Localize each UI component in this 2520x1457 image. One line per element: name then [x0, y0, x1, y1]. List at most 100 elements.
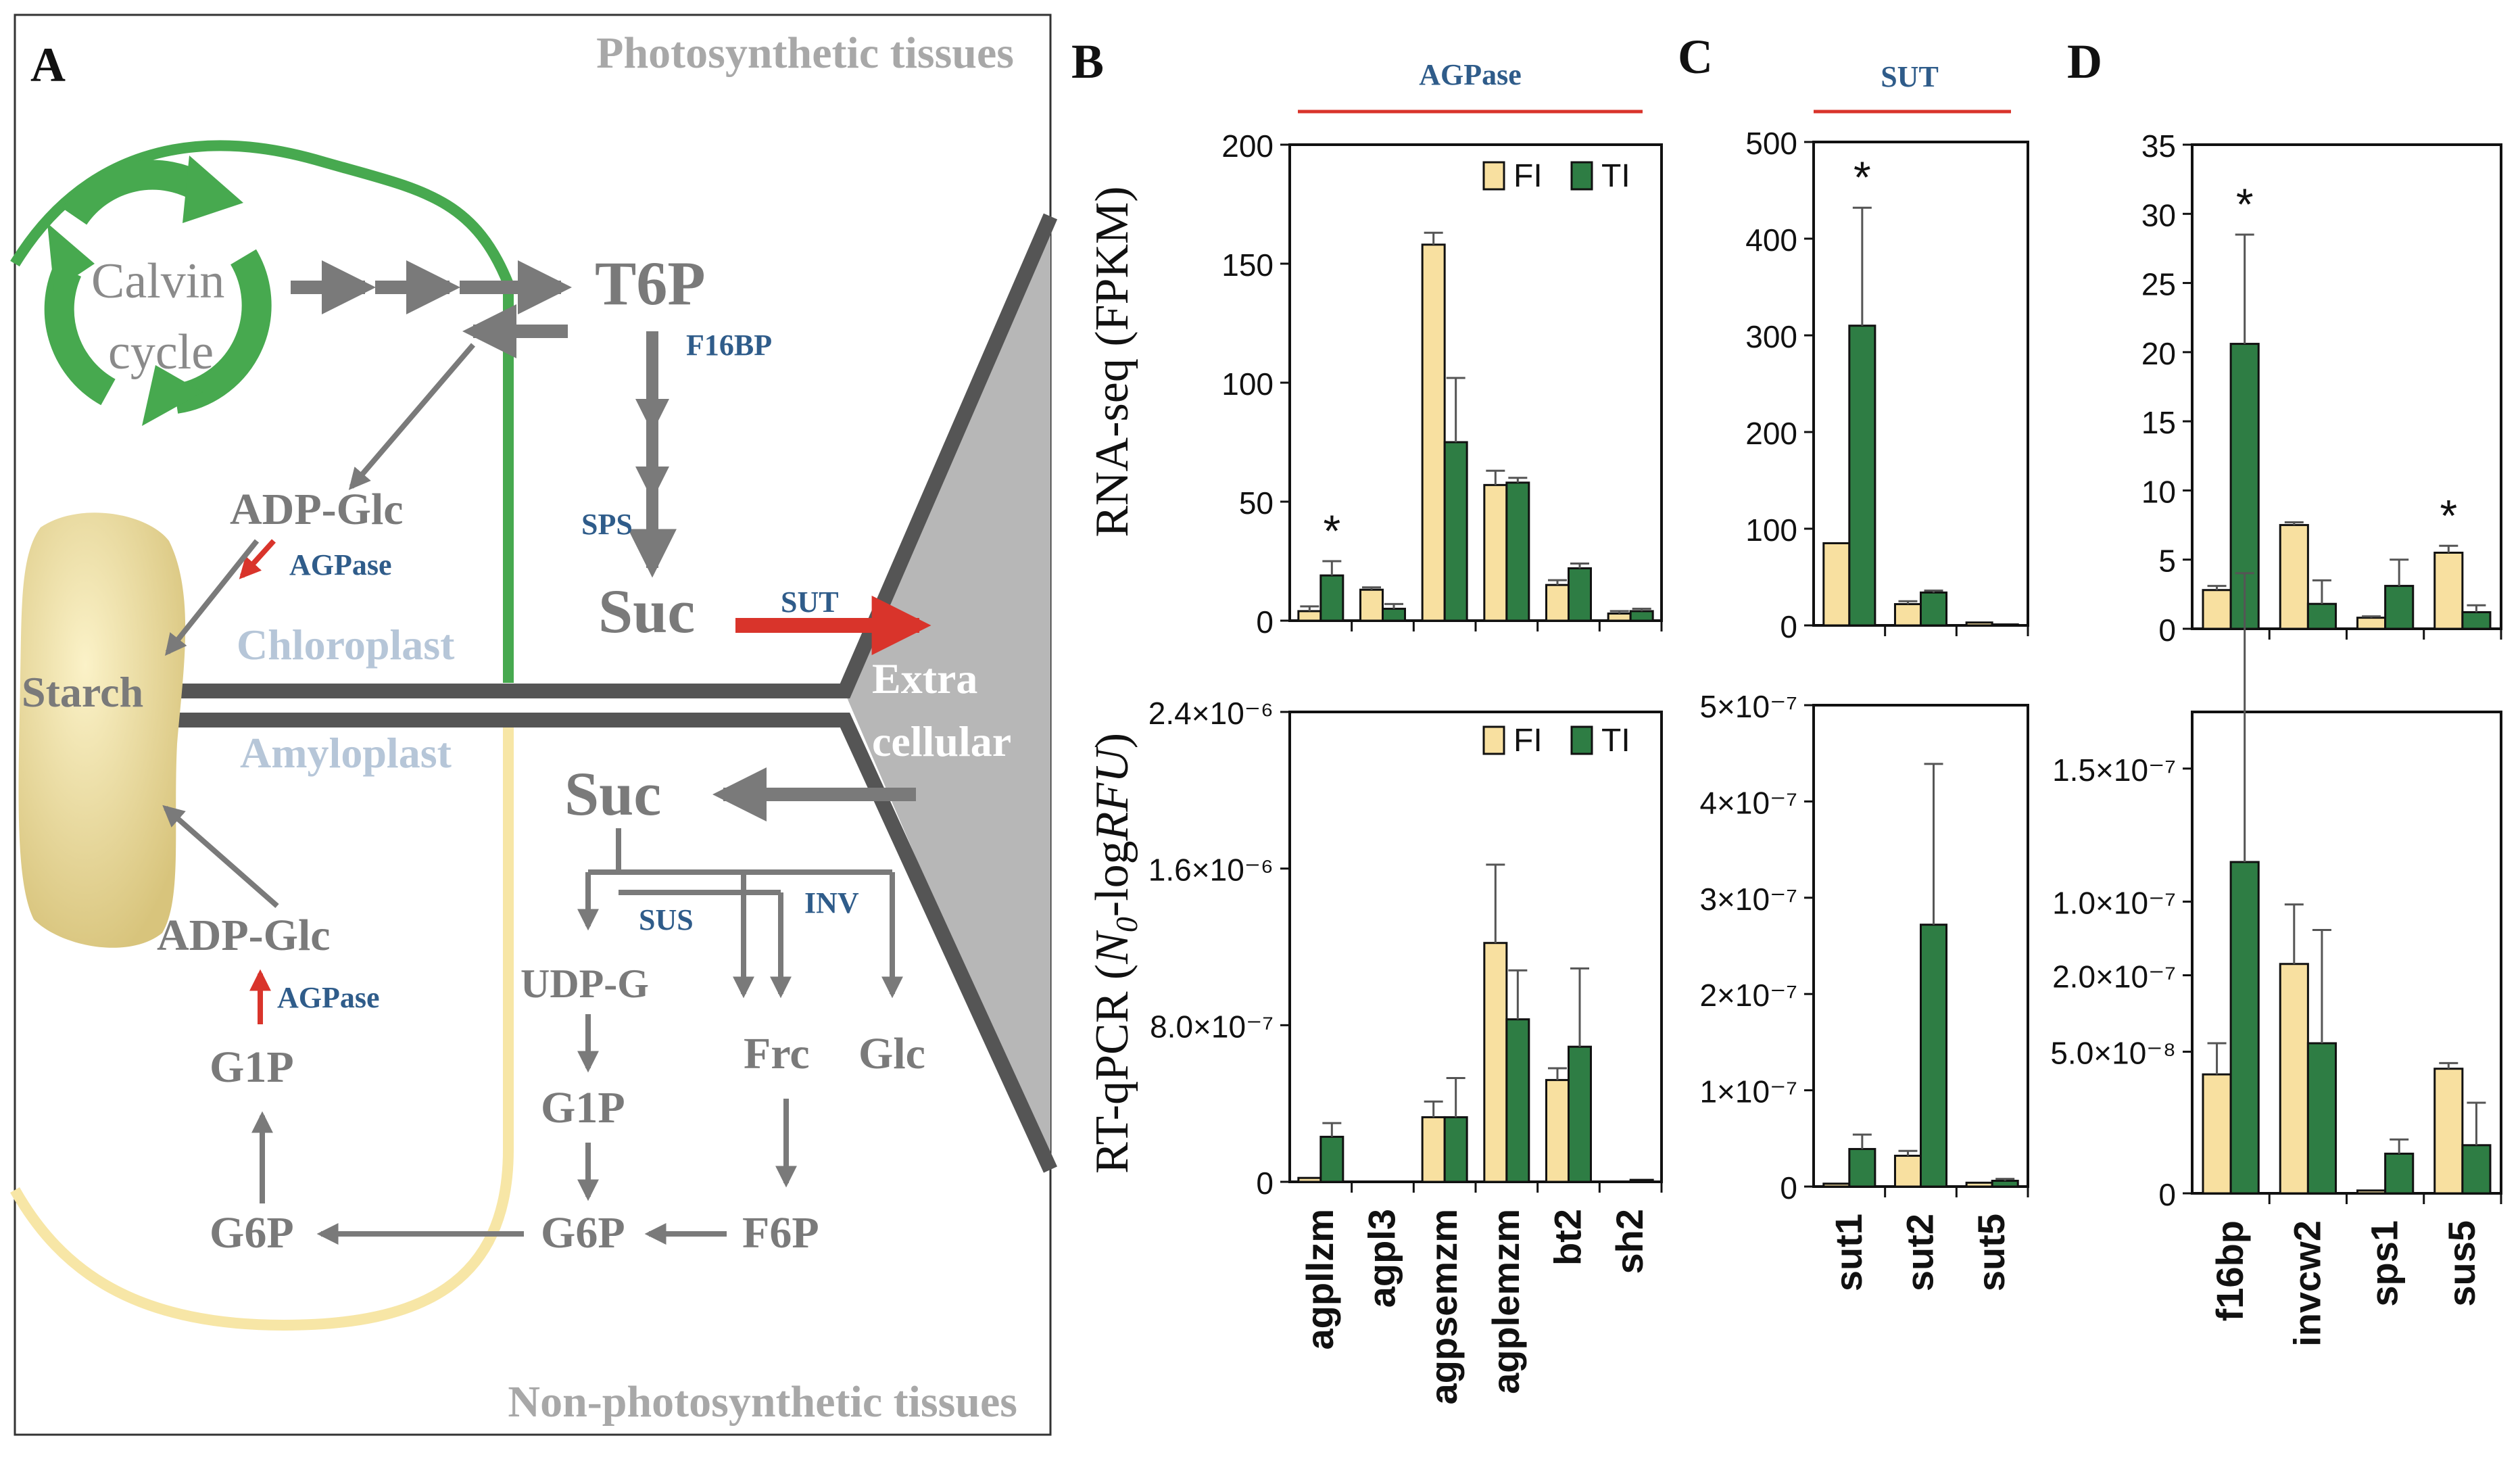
bar-fi-invcw2 — [2279, 524, 2309, 630]
suc-branches — [577, 828, 903, 999]
significance-asterisk: * — [1323, 506, 1340, 556]
chart-c-bottom: 0 1×10⁻⁷ 2×10⁻⁷ 3×10⁻⁷ 4×10⁻⁷ 5×10⁻⁷ sut1 sut2 s… — [1699, 689, 2029, 1291]
g6p-left-label: G6P — [210, 1208, 294, 1258]
y-tick-label: 0 — [1780, 1170, 1797, 1205]
panel-a: A Photosynthetic tissues Non-photosynthe… — [10, 14, 1058, 1436]
y-tick-label: 300 — [1745, 319, 1797, 354]
chart-b-top: 0 50 100 150 200 * FI TI — [1221, 128, 1663, 640]
adp-glc-top-label: ADP-Glc — [230, 485, 404, 534]
to-starch-top-arrow — [165, 539, 260, 656]
g6p-mid-label: G6P — [541, 1208, 625, 1258]
bar-fi-f16bp — [2202, 1073, 2232, 1195]
extracellular-space — [845, 216, 1050, 1170]
x-tick-label-sus5: sus5 — [2440, 1220, 2483, 1307]
f6p-label: F6P — [742, 1208, 819, 1258]
chart-d-top: 0 5 10 15 20 25 30 35 * * — [2141, 128, 2502, 648]
bar-fi-invcw2 — [2279, 963, 2309, 1195]
bar-fi-sut5 — [1965, 621, 1993, 627]
glc-label: Glc — [858, 1029, 925, 1078]
y-tick-label: 1×10⁻⁷ — [1699, 1074, 1797, 1109]
photosynthetic-tissues-title: Photosynthetic tissues — [596, 28, 1014, 78]
y-tick-label: 0 — [2158, 1177, 2176, 1212]
bar-fi-sh2 — [1607, 612, 1632, 622]
bar-fi-agpllzm — [1297, 1176, 1322, 1183]
suc-bottom-label: Suc — [564, 759, 661, 828]
bar-fi-sus5 — [2433, 551, 2464, 630]
x-tick-label-sps1: sps1 — [2363, 1220, 2406, 1307]
axis-titles: RNA-seq (FPKM) RT-qPCR (N0-logRFU) — [1086, 186, 1144, 1174]
y-tick-label: 5 — [2158, 544, 2176, 579]
bar-fi-bt2 — [1545, 1078, 1570, 1183]
panel-c-label: C — [1678, 30, 1713, 84]
legend-swatch-fi — [1482, 725, 1505, 755]
bar-fi-sps1 — [2356, 617, 2387, 630]
sut-group-label: SUT — [1881, 60, 1939, 93]
significance-asterisk: * — [1853, 152, 1871, 202]
legend-label-ti: TI — [1601, 158, 1630, 194]
panel-b-label: B — [1071, 34, 1104, 89]
chart-b-bottom: 0 8.0×10⁻⁷ 1.6×10⁻⁶ 2.4×10⁻⁶ agpllzm agpl3 agp… — [1148, 696, 1663, 1404]
starch-granule — [18, 512, 186, 948]
y-tick-label: 8.0×10⁻⁷ — [1150, 1009, 1274, 1044]
bar-ti-agpllzm — [1319, 1135, 1344, 1183]
significance-asterisk: * — [2236, 179, 2254, 229]
y-tick-label: 200 — [1221, 128, 1274, 164]
y-tick-label: 0 — [1780, 609, 1797, 644]
x-tick-label-sut5: sut5 — [1970, 1214, 2012, 1291]
y-tick-label: 2×10⁻⁷ — [1699, 978, 1797, 1013]
bar-ti-sus5 — [2461, 1144, 2492, 1195]
bar-ti-sut2 — [1920, 924, 1948, 1188]
x-tick-label-agpllzm: agpllzm — [1299, 1209, 1341, 1349]
rnaseq-axis-title: RNA-seq (FPKM) — [1086, 186, 1138, 537]
bar-ti-agpsemzm — [1443, 441, 1468, 622]
x-tick-label-sut1: sut1 — [1827, 1214, 1870, 1291]
significance-asterisk: * — [2440, 490, 2457, 540]
bar-ti-invcw2 — [2306, 1042, 2337, 1195]
legend-swatch-fi — [1482, 161, 1505, 191]
bar-ti-bt2 — [1568, 567, 1592, 622]
panel-d-label: D — [2067, 34, 2102, 89]
legend-label-fi: FI — [1513, 158, 1543, 194]
t6p-label: T6P — [595, 249, 706, 318]
bar-fi-sut1 — [1822, 542, 1851, 627]
agpase-top-arrow — [239, 539, 276, 579]
y-tick-label: 5.0×10⁻⁸ — [2050, 1036, 2176, 1071]
bar-fi-sut2 — [1893, 603, 1922, 627]
y-tick-label: 2.4×10⁻⁶ — [1148, 696, 1274, 731]
bar-ti-sh2 — [1629, 1178, 1654, 1183]
group-headers: AGPase SUT — [1298, 58, 2011, 114]
y-tick-label: 100 — [1745, 512, 1797, 548]
y-tick-label: 200 — [1745, 416, 1797, 451]
x-tick-label-bt2: bt2 — [1547, 1209, 1589, 1266]
bar-ti-sps1 — [2384, 1152, 2415, 1195]
sus-label: SUS — [639, 903, 694, 936]
y-tick-label: 30 — [2141, 197, 2176, 233]
bar-fi-sut5 — [1965, 1181, 1993, 1188]
g1p-mid-label: G1P — [541, 1083, 625, 1132]
y-tick-label: 2.0×10⁻⁷ — [2052, 959, 2176, 995]
bar-ti-bt2 — [1568, 1045, 1592, 1183]
y-tick-label: 400 — [1745, 222, 1797, 258]
legend-label-ti: TI — [1601, 723, 1630, 759]
calvin-label-1: Calvin — [91, 254, 224, 309]
calvin-label-2: cycle — [108, 325, 214, 380]
adp-glc-bottom-label: ADP-Glc — [157, 911, 331, 960]
bar-fi-agpsemzm — [1421, 1116, 1446, 1183]
agpase-top-label: AGPase — [289, 548, 392, 581]
amyloplast-label: Amyloplast — [240, 729, 452, 777]
agpase-bottom-label: AGPase — [277, 981, 380, 1014]
y-tick-label: 100 — [1221, 366, 1274, 402]
bar-ti-agpllzm — [1319, 574, 1344, 622]
y-tick-label: 0 — [1256, 604, 1274, 640]
bar-fi-sus5 — [2433, 1068, 2464, 1195]
bar-fi-agplemzm — [1483, 483, 1508, 622]
y-tick-label: 10 — [2141, 474, 2176, 509]
starch-label: Starch — [22, 668, 143, 716]
sps-label: SPS — [581, 508, 633, 541]
frc-label: Frc — [744, 1029, 810, 1078]
amyloplast-boundary — [10, 717, 514, 1331]
legend-swatch-ti — [1570, 725, 1593, 755]
x-tick-label-invcw2: invcw2 — [2285, 1220, 2328, 1347]
qpcr-axis-title: RT-qPCR (N0-logRFU) — [1086, 733, 1144, 1174]
bar-fi-agpl3 — [1359, 588, 1384, 622]
